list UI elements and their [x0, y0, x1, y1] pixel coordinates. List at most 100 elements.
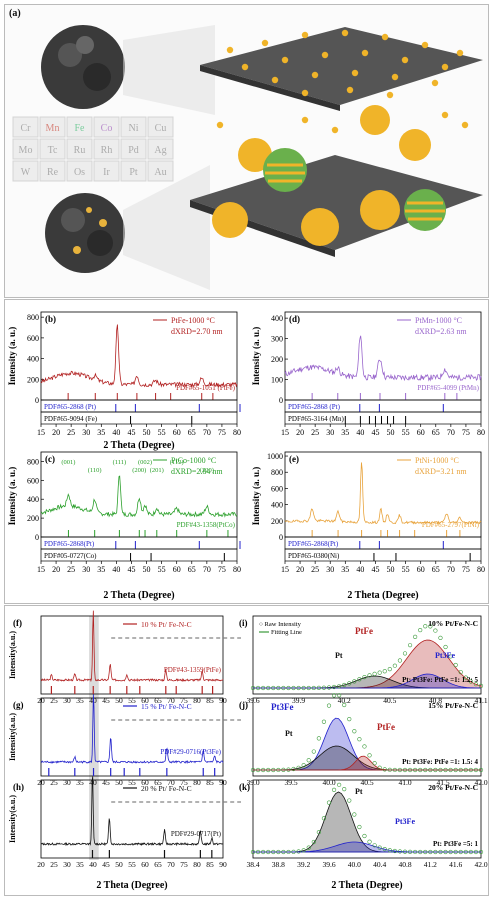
element-cell [147, 116, 174, 138]
raw-point [382, 669, 387, 674]
tag-pt3fe: Pt3Fe [435, 651, 455, 660]
carbon-sphere-bottom [45, 193, 125, 273]
x-tick-label: 15 [281, 428, 289, 437]
x-tick-label: 45 [371, 565, 379, 574]
element-cell [39, 160, 66, 182]
raw-point [276, 685, 281, 691]
y-axis-title: Intensity(a.u.) [8, 631, 17, 679]
raw-point [453, 767, 458, 773]
panel-label: (i) [239, 618, 248, 628]
raw-point [342, 682, 347, 688]
raw-point [468, 849, 473, 855]
x-tick-label: 50 [115, 778, 123, 787]
raw-point [397, 849, 403, 854]
raw-point [301, 848, 306, 853]
x-tick-label: 40.5 [383, 696, 396, 705]
panel-label: (k) [239, 782, 250, 792]
xrd-bottom-svg: 10 % Pt/ Fe-N-C PDF#43-1359(PtFe) (f) Inten… [8, 610, 488, 891]
element-symbol: Cr [21, 123, 32, 134]
raw-point [301, 685, 306, 691]
raw-point [478, 849, 484, 855]
x-tick-label: 85 [206, 778, 214, 787]
x-tick-label: 40.0 [348, 860, 361, 869]
y-tick-label: 800 [27, 457, 39, 466]
legend-label: 15 % Pt/ Fe-N-C [141, 702, 192, 711]
fit-title: 20% Pt/Fe-N-C [428, 783, 478, 792]
x-tick-label: 55 [158, 565, 166, 574]
droplet [271, 76, 279, 84]
raw-point [255, 767, 261, 773]
x-tick-label: 30 [326, 565, 334, 574]
droplet [241, 63, 249, 71]
raw-point [453, 662, 458, 668]
element-symbol: Ir [103, 167, 110, 178]
x-tick-label: 40.4 [373, 860, 386, 869]
x-tick-label: 40.8 [398, 860, 411, 869]
droplet [381, 33, 389, 41]
droplet [351, 69, 359, 77]
raw-point [407, 643, 413, 648]
x-tick-label: 70 [447, 565, 455, 574]
y-tick-label: 200 [27, 514, 39, 523]
droplet [341, 29, 349, 37]
raw-point [367, 753, 372, 758]
legend-label: PtNi-1000 °C [415, 456, 459, 465]
element-cell [66, 138, 93, 160]
raw-point [311, 839, 316, 845]
ref1-label: PDF#65-2868(Pt) [44, 540, 95, 548]
droplet [301, 116, 309, 124]
raw-point [402, 651, 408, 656]
x-tick-label: 80 [193, 778, 201, 787]
y-tick-label: 200 [271, 517, 283, 526]
element-symbol: Ni [129, 123, 139, 134]
x-tick-label: 70 [447, 428, 455, 437]
peak-index-label: (200) [132, 467, 146, 474]
raw-point [392, 663, 397, 668]
peak-index-label: (110) [88, 467, 102, 474]
y-axis-title: Intensity (a. u.) [251, 327, 261, 386]
raw-point [296, 765, 301, 770]
x-tick-label: 75 [180, 860, 188, 869]
x-axis-title: 2 Theta (Degree) [103, 590, 174, 601]
element-symbol: Mo [19, 145, 33, 156]
raw-point [347, 681, 352, 686]
raw-point [331, 787, 337, 793]
peak-index-label: (201) [150, 467, 164, 474]
element-cell [39, 116, 66, 138]
x-tick-label: 55 [128, 860, 136, 869]
raw-point [443, 849, 448, 855]
fit-component [253, 755, 481, 771]
pdf-main-label: PDF#43-1358(PtCo) [177, 521, 236, 529]
x-tick-label: 25 [67, 428, 75, 437]
element-symbol: W [21, 167, 31, 178]
tag-pt3fe: Pt3Fe [271, 702, 294, 712]
y-tick-label: 1000 [267, 452, 283, 461]
raw-point [306, 758, 311, 763]
x-tick-label: 60 [141, 778, 149, 787]
droplet [361, 49, 369, 57]
element-cell [93, 160, 120, 182]
tag-pt: Pt [355, 787, 363, 796]
raw-point [321, 685, 327, 690]
raw-point [448, 767, 453, 773]
x-tick-label: 20 [296, 565, 304, 574]
raw-point [352, 729, 357, 734]
x-tick-label: 70 [167, 860, 175, 869]
raw-point [337, 782, 342, 787]
raw-point [261, 685, 266, 691]
x-tick-label: 35 [76, 860, 84, 869]
x-tick-label: 20 [296, 428, 304, 437]
raw-point [413, 634, 418, 639]
panel-label: (j) [239, 700, 248, 710]
raw-point [347, 798, 352, 803]
y-tick-label: 0 [35, 396, 39, 405]
y-tick-label: 800 [27, 313, 39, 322]
raw-point [433, 767, 438, 773]
raw-point [357, 737, 362, 742]
droplet [441, 111, 449, 119]
raw-point [367, 673, 372, 678]
plot-frame [252, 615, 482, 695]
panel-label: (f) [13, 618, 22, 628]
raw-point [402, 767, 408, 773]
raw-point [296, 849, 301, 854]
